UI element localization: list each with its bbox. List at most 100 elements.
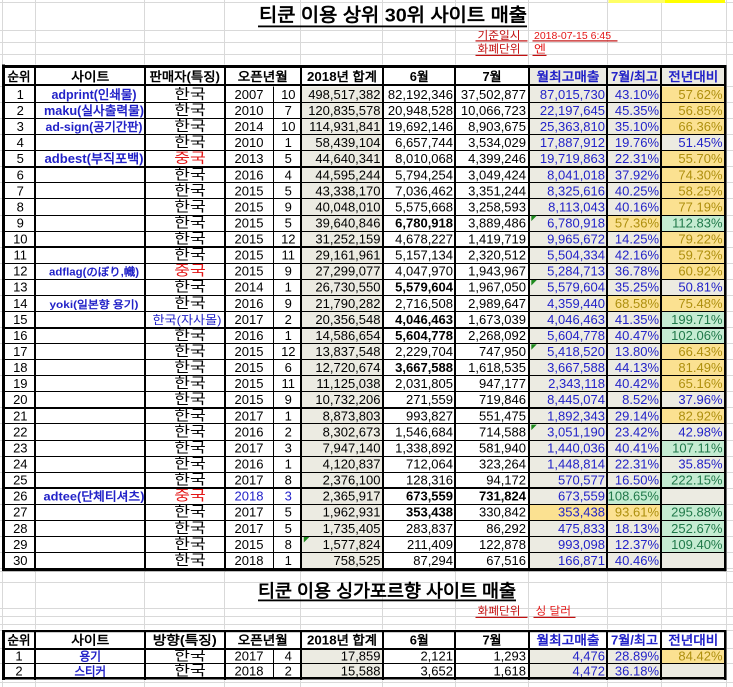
svg-text:66.36%: 66.36% bbox=[678, 119, 723, 134]
svg-text:19,692,146: 19,692,146 bbox=[388, 119, 453, 134]
svg-text:23.42%: 23.42% bbox=[615, 424, 660, 439]
svg-text:중국: 중국 bbox=[174, 488, 206, 504]
svg-text:2007: 2007 bbox=[235, 87, 264, 102]
svg-text:ad-sign(공기간판): ad-sign(공기간판) bbox=[46, 119, 143, 134]
svg-text:12: 12 bbox=[13, 264, 27, 279]
svg-text:한국: 한국 bbox=[174, 391, 206, 407]
svg-text:8,113,043: 8,113,043 bbox=[548, 199, 605, 214]
svg-text:11: 11 bbox=[14, 248, 28, 263]
svg-text:20: 20 bbox=[13, 392, 27, 407]
svg-text:673,559: 673,559 bbox=[406, 489, 453, 504]
svg-text:747,950: 747,950 bbox=[479, 344, 526, 359]
svg-text:199.71%: 199.71% bbox=[671, 312, 723, 327]
svg-text:51.45%: 51.45% bbox=[678, 135, 723, 150]
svg-text:2018년 합계: 2018년 합계 bbox=[307, 633, 377, 648]
svg-text:2015: 2015 bbox=[235, 183, 264, 198]
svg-text:37.92%: 37.92% bbox=[615, 167, 660, 182]
svg-text:330,842: 330,842 bbox=[479, 505, 526, 520]
svg-text:1: 1 bbox=[285, 280, 292, 295]
svg-text:한국: 한국 bbox=[174, 456, 206, 472]
svg-text:티쿤 이용 상위 30위 사이트 매출: 티쿤 이용 상위 30위 사이트 매출 bbox=[259, 5, 527, 26]
svg-text:2017: 2017 bbox=[235, 408, 264, 423]
svg-text:yoki(일본향 용기): yoki(일본향 용기) bbox=[50, 298, 139, 311]
svg-text:18.13%: 18.13% bbox=[615, 521, 660, 536]
svg-text:용기: 용기 bbox=[80, 648, 102, 663]
svg-text:2010: 2010 bbox=[235, 135, 264, 150]
svg-text:2: 2 bbox=[15, 663, 22, 678]
svg-text:22.31%: 22.31% bbox=[615, 457, 660, 472]
svg-text:19,719,863: 19,719,863 bbox=[540, 151, 605, 166]
svg-text:1,440,036: 1,440,036 bbox=[547, 440, 605, 455]
svg-text:4: 4 bbox=[17, 135, 24, 150]
svg-text:2018: 2018 bbox=[235, 553, 264, 568]
svg-text:35.10%: 35.10% bbox=[615, 119, 660, 134]
svg-text:7월: 7월 bbox=[483, 69, 502, 84]
svg-text:중국: 중국 bbox=[174, 263, 206, 279]
svg-text:475,833: 475,833 bbox=[558, 521, 605, 536]
svg-text:판매자(특징): 판매자(특징) bbox=[150, 69, 221, 84]
svg-text:한국: 한국 bbox=[174, 166, 206, 182]
svg-text:40.41%: 40.41% bbox=[615, 440, 660, 455]
svg-text:4: 4 bbox=[285, 648, 292, 663]
svg-text:1: 1 bbox=[285, 328, 292, 343]
svg-text:3: 3 bbox=[17, 119, 24, 134]
svg-text:6,780,918: 6,780,918 bbox=[395, 215, 453, 230]
svg-text:2018: 2018 bbox=[235, 663, 264, 678]
svg-text:55.70%: 55.70% bbox=[678, 151, 723, 166]
svg-text:1,892,343: 1,892,343 bbox=[547, 408, 605, 423]
svg-text:5,418,520: 5,418,520 bbox=[547, 344, 605, 359]
svg-text:5,604,778: 5,604,778 bbox=[395, 328, 453, 343]
svg-text:4,046,463: 4,046,463 bbox=[395, 312, 453, 327]
svg-text:21,790,282: 21,790,282 bbox=[315, 296, 380, 311]
svg-text:순위: 순위 bbox=[8, 634, 31, 648]
svg-text:10: 10 bbox=[281, 119, 295, 134]
svg-text:2017: 2017 bbox=[235, 521, 264, 536]
svg-text:11: 11 bbox=[282, 248, 296, 263]
svg-text:화폐단위: 화폐단위 bbox=[478, 43, 521, 56]
svg-text:323,264: 323,264 bbox=[479, 457, 526, 472]
svg-text:40.47%: 40.47% bbox=[615, 328, 660, 343]
svg-text:사이트: 사이트 bbox=[71, 633, 110, 648]
svg-text:2: 2 bbox=[17, 103, 24, 118]
svg-text:2015: 2015 bbox=[235, 264, 264, 279]
svg-text:2016: 2016 bbox=[235, 328, 264, 343]
svg-text:40.25%: 40.25% bbox=[615, 183, 660, 198]
svg-text:3: 3 bbox=[285, 489, 292, 504]
svg-text:한국: 한국 bbox=[174, 86, 206, 102]
svg-text:57.36%: 57.36% bbox=[615, 215, 660, 230]
svg-text:3: 3 bbox=[285, 440, 292, 455]
svg-text:27: 27 bbox=[13, 505, 27, 520]
svg-text:37.96%: 37.96% bbox=[678, 392, 723, 407]
svg-text:59.73%: 59.73% bbox=[678, 248, 723, 263]
svg-text:120,835,578: 120,835,578 bbox=[308, 103, 380, 118]
svg-text:23: 23 bbox=[13, 440, 27, 455]
svg-text:15: 15 bbox=[13, 312, 27, 327]
svg-text:1,577,824: 1,577,824 bbox=[323, 537, 381, 552]
svg-text:8,445,074: 8,445,074 bbox=[547, 392, 605, 407]
svg-text:4,678,227: 4,678,227 bbox=[395, 232, 453, 247]
svg-text:36.18%: 36.18% bbox=[615, 663, 660, 678]
svg-text:14,586,654: 14,586,654 bbox=[315, 328, 380, 343]
svg-text:295.88%: 295.88% bbox=[671, 505, 723, 520]
svg-text:전년대비: 전년대비 bbox=[668, 69, 718, 84]
svg-text:27,299,077: 27,299,077 bbox=[315, 264, 380, 279]
svg-text:57.62%: 57.62% bbox=[678, 87, 723, 102]
svg-text:9: 9 bbox=[285, 199, 292, 214]
svg-text:2016: 2016 bbox=[235, 296, 264, 311]
svg-text:5,579,604: 5,579,604 bbox=[547, 280, 605, 295]
svg-text:3,667,588: 3,667,588 bbox=[395, 360, 453, 375]
svg-text:87,015,730: 87,015,730 bbox=[540, 87, 605, 102]
svg-text:한국: 한국 bbox=[174, 423, 206, 439]
svg-text:6월: 6월 bbox=[410, 633, 429, 648]
svg-text:8: 8 bbox=[285, 537, 292, 552]
svg-text:4: 4 bbox=[285, 167, 292, 182]
svg-text:107.11%: 107.11% bbox=[672, 440, 723, 455]
svg-text:3,534,029: 3,534,029 bbox=[468, 135, 526, 150]
svg-text:10: 10 bbox=[281, 87, 295, 102]
svg-text:싱 달러: 싱 달러 bbox=[536, 605, 572, 618]
svg-text:7,947,140: 7,947,140 bbox=[323, 440, 381, 455]
svg-text:58.25%: 58.25% bbox=[678, 183, 723, 198]
svg-text:758,525: 758,525 bbox=[334, 553, 381, 568]
svg-text:81.49%: 81.49% bbox=[678, 360, 723, 375]
svg-text:14.25%: 14.25% bbox=[615, 232, 660, 247]
